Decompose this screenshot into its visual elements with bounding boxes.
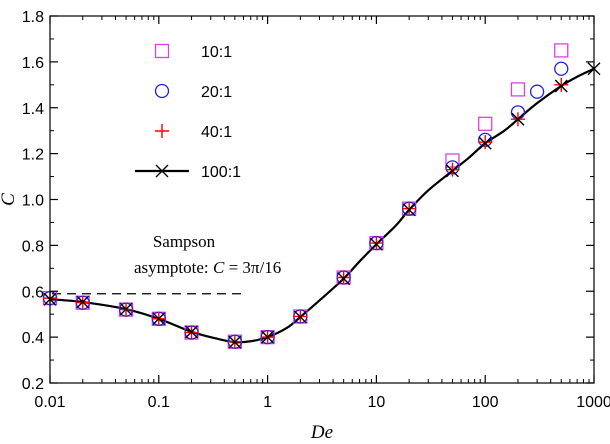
annotation-layer: Sampson asymptote: C = 3π/16 bbox=[52, 232, 281, 295]
y-tick-label: 1.6 bbox=[22, 55, 44, 72]
data-point bbox=[554, 77, 569, 92]
data-point bbox=[478, 136, 492, 150]
markers-layer bbox=[42, 43, 601, 349]
data-point bbox=[554, 61, 569, 76]
x-tick-label: 0.01 bbox=[34, 394, 65, 411]
y-tick-label: 1.4 bbox=[22, 101, 44, 118]
annotation-equation-var: C bbox=[213, 258, 225, 277]
legend-marker bbox=[154, 43, 170, 59]
y-tick-label: 1.8 bbox=[22, 9, 44, 26]
data-point bbox=[337, 272, 351, 286]
legend-marker bbox=[154, 83, 170, 99]
x-tick-label: 1 bbox=[263, 394, 272, 411]
annotation-label-line2: asymptote: bbox=[134, 258, 209, 277]
data-point bbox=[529, 84, 545, 99]
data-point bbox=[76, 295, 90, 309]
y-tick-label: 1.0 bbox=[22, 193, 44, 210]
data-point bbox=[369, 236, 384, 251]
data-point bbox=[119, 302, 133, 316]
legend-item: 100:1 bbox=[135, 164, 241, 181]
legend-item: 20:1 bbox=[154, 83, 232, 101]
x-tick-label: 100 bbox=[472, 394, 499, 411]
y-tick-label: 0.8 bbox=[22, 238, 44, 255]
data-point bbox=[261, 330, 275, 344]
legend-item: 40:1 bbox=[155, 124, 232, 141]
data-point bbox=[369, 237, 383, 251]
legend: 10:1 20:1 40:1 100:1 bbox=[135, 43, 241, 181]
data-point bbox=[228, 335, 242, 349]
legend-label: 10:1 bbox=[201, 44, 232, 61]
data-point bbox=[445, 162, 460, 177]
data-point bbox=[185, 325, 199, 339]
annotation-label-line1: Sampson bbox=[153, 232, 216, 251]
data-point bbox=[293, 310, 307, 324]
x-tick-label: 0.1 bbox=[148, 394, 170, 411]
legend-marker bbox=[155, 164, 169, 178]
ticks-layer: 0.01 0.1 1 10 100 1000 0.2 0.4 0.6 0.8 1.0 1.2 1.4 1.… bbox=[22, 9, 610, 411]
annotation-equation-rest: = 3π/16 bbox=[224, 258, 281, 277]
data-point bbox=[554, 79, 568, 93]
y-tick-label: 1.2 bbox=[22, 147, 44, 164]
data-point bbox=[402, 203, 416, 217]
legend-item: 10:1 bbox=[154, 43, 232, 61]
y-tick-label: 0.2 bbox=[22, 376, 44, 393]
y-axis-title: C bbox=[0, 193, 19, 206]
legend-label: 40:1 bbox=[201, 124, 232, 141]
y-tick-label: 0.4 bbox=[22, 330, 44, 347]
data-point bbox=[510, 82, 526, 97]
data-point bbox=[511, 112, 525, 126]
legend-label: 100:1 bbox=[201, 164, 241, 181]
legend-marker bbox=[155, 124, 169, 138]
x-tick-label: 1000 bbox=[576, 394, 610, 411]
data-point bbox=[152, 312, 166, 326]
x-tick-label: 10 bbox=[368, 394, 386, 411]
data-point bbox=[478, 116, 493, 131]
data-point bbox=[554, 43, 569, 58]
data-point bbox=[478, 135, 493, 150]
x-axis-title: De bbox=[310, 422, 333, 443]
annotation-equation: C = 3π/16 bbox=[213, 258, 281, 277]
legend-label: 20:1 bbox=[201, 84, 232, 101]
data-point bbox=[445, 164, 459, 178]
series-100-1-markers bbox=[43, 62, 601, 349]
data-point bbox=[402, 201, 417, 216]
y-tick-label: 0.6 bbox=[22, 284, 44, 301]
data-point bbox=[336, 270, 351, 285]
